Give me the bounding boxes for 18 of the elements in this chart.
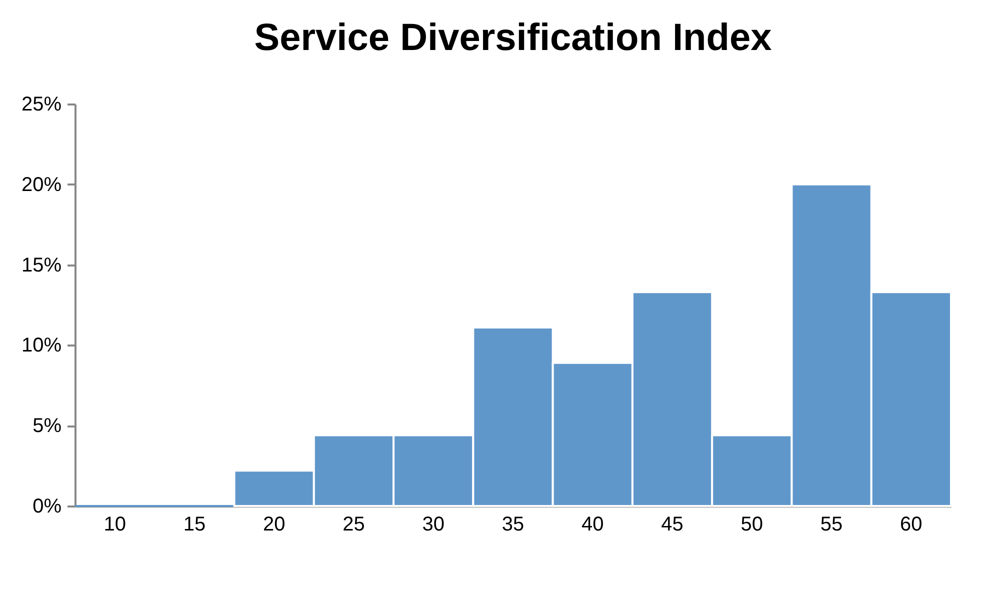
x-tick-label: 45 (661, 514, 684, 536)
x-tick-label: 55 (820, 514, 843, 536)
x-tick-label: 50 (740, 514, 764, 536)
x-tick-label: 40 (582, 514, 604, 536)
y-tick-label: 15% (21, 254, 62, 276)
x-tick-label: 15 (183, 514, 206, 536)
x-tick-label: 60 (900, 514, 922, 536)
x-tick-label: 35 (502, 514, 524, 536)
y-tick-label: 25% (21, 94, 62, 116)
y-tick-label: 0% (32, 496, 62, 518)
x-tick-label: 30 (422, 514, 444, 536)
x-tick-label: 10 (104, 514, 126, 536)
y-tick-label: 10% (21, 334, 62, 357)
y-tick-label: 5% (32, 415, 62, 438)
x-tick-label: 20 (262, 514, 286, 536)
chart-title: Service Diversification Index (254, 17, 772, 59)
y-tick-label: 20% (21, 174, 62, 196)
x-tick-label: 25 (342, 514, 365, 536)
